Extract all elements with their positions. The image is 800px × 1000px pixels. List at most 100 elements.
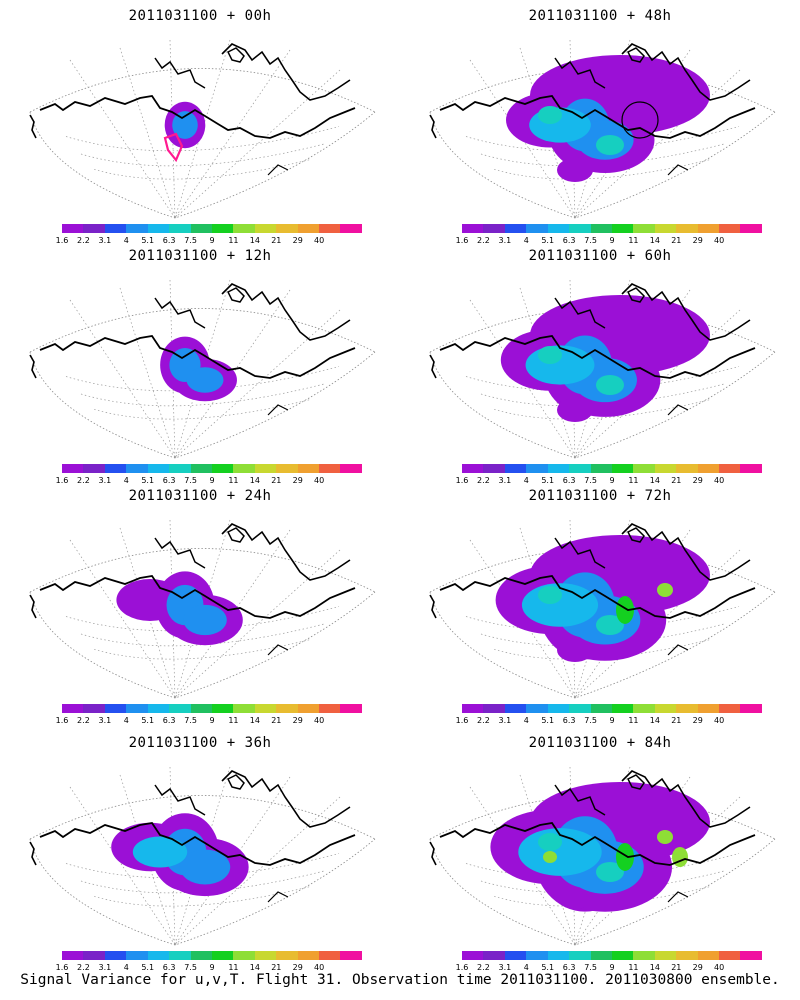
colorbar-swatch (697, 704, 720, 713)
colorbar-tick-label: 21 (271, 963, 282, 972)
colorbar-tick-label: 14 (249, 963, 260, 972)
colorbar-swatch (654, 224, 677, 233)
colorbar (462, 464, 762, 473)
colorbar-tick-label: 11 (628, 963, 639, 972)
variance-contour (183, 604, 227, 636)
coastline (29, 43, 356, 176)
map-top-edge (429, 548, 776, 593)
colorbar-tick-label: 4 (123, 963, 129, 972)
verification-circle (621, 101, 659, 139)
colorbar-swatch (104, 951, 127, 960)
colorbar-swatch (611, 224, 634, 233)
colorbar-tick-label: 29 (692, 716, 703, 725)
colorbar-swatch (504, 704, 527, 713)
colorbar-tick-label: 40 (314, 236, 325, 245)
colorbar-tick-label: 4 (523, 963, 529, 972)
colorbar-swatch (462, 704, 484, 713)
variance-contour (538, 586, 562, 604)
forecast-panel: 2011031100 + 72h 1.6 2.2 3.1 4 5.1 6.3 7.5 9 11 14… (400, 480, 800, 730)
colorbar-swatch (211, 464, 234, 473)
signal-variance-field (490, 782, 710, 912)
colorbar-swatch (319, 224, 341, 233)
coastline (429, 43, 756, 176)
colorbar-tick-label: 29 (692, 476, 703, 485)
colorbar-swatch (211, 704, 234, 713)
colorbar-tick-label: 40 (714, 963, 725, 972)
coastline-path (29, 354, 37, 379)
colorbar-tick-label: 40 (714, 476, 725, 485)
coastline-path (626, 287, 645, 303)
colorbar-swatch (169, 464, 191, 473)
map-top-edge (29, 68, 376, 113)
colorbar-swatch (190, 704, 212, 713)
colorbar-tick-label: 7.5 (584, 963, 597, 972)
coastline-path (429, 841, 437, 866)
coastline-path (221, 283, 351, 341)
colorbar-tick-label: 3.1 (98, 476, 112, 485)
colorbar-tick-label: 5.1 (541, 476, 555, 485)
colorbar-swatch (233, 464, 255, 473)
meridian-line (69, 59, 176, 219)
colorbar-tick-label: 3.1 (498, 716, 512, 725)
coastline-path (554, 297, 606, 329)
panel-title: 2011031100 + 36h (128, 735, 272, 751)
colorbar-swatch (526, 951, 548, 960)
colorbar-tick-label: 6.3 (162, 476, 176, 485)
variance-contour (596, 862, 624, 882)
coastline-path (29, 114, 37, 139)
colorbar-swatch (590, 951, 612, 960)
colorbar-swatch (147, 224, 170, 233)
map-top-edge (429, 68, 776, 113)
colorbar-tick-label: 6.3 (162, 963, 176, 972)
colorbar-swatch (190, 224, 212, 233)
colorbar-tick-label: 11 (228, 236, 239, 245)
colorbar-swatch (719, 224, 741, 233)
coastline-path (667, 644, 689, 656)
panel-title: 2011031100 + 24h (128, 488, 272, 504)
meridian-line (574, 69, 741, 219)
coastline-path (29, 594, 37, 619)
colorbar-swatch (297, 704, 320, 713)
colorbar-swatch (62, 704, 84, 713)
colorbar-tick-label: 9 (609, 476, 615, 485)
meridian-line (119, 287, 176, 459)
coastline-path (667, 404, 689, 416)
meridian-line (574, 309, 741, 459)
colorbar-swatch (169, 224, 191, 233)
colorbar-swatch (62, 464, 84, 473)
colorbar-swatch (483, 704, 505, 713)
variance-contour (557, 638, 593, 662)
variance-contour (596, 135, 624, 155)
colorbar-swatch (169, 704, 191, 713)
parallel-line (494, 399, 711, 420)
colorbar-swatch (276, 464, 298, 473)
coastline-path (667, 891, 689, 903)
coastline (29, 523, 356, 656)
colorbar-tick-label: 6.3 (162, 716, 176, 725)
colorbar-swatch (569, 951, 591, 960)
colorbar-tick-label: 21 (671, 236, 682, 245)
colorbar-swatch (611, 704, 634, 713)
colorbar-labels: 1.6 2.2 3.1 4 5.1 6.3 7.5 9 11 14 21 29 40 (453, 236, 763, 246)
parallel-line (65, 126, 340, 152)
colorbar-swatch (147, 951, 170, 960)
coastline-path (154, 297, 206, 329)
colorbar-swatch (569, 704, 591, 713)
forecast-panel: 2011031100 + 60h 1.6 2.2 3.1 4 5.1 6.3 7.5 9 11 14… (400, 240, 800, 490)
coastline (29, 283, 356, 416)
colorbar-swatch (676, 704, 698, 713)
colorbar-tick-label: 2.2 (77, 963, 90, 972)
colorbar-swatch (483, 224, 505, 233)
variance-contour (179, 849, 231, 885)
parallel-line (94, 399, 311, 420)
colorbar-tick-label: 2.2 (477, 963, 490, 972)
panel-title: 2011031100 + 00h (128, 8, 272, 24)
coastline-path (267, 404, 289, 416)
colorbar-swatch (504, 464, 527, 473)
colorbar-swatch (547, 704, 570, 713)
colorbar-tick-label: 4 (523, 236, 529, 245)
colorbar (462, 951, 762, 960)
coastline-path (39, 95, 356, 139)
parallel-line (80, 383, 325, 407)
colorbar-tick-label: 29 (292, 963, 303, 972)
